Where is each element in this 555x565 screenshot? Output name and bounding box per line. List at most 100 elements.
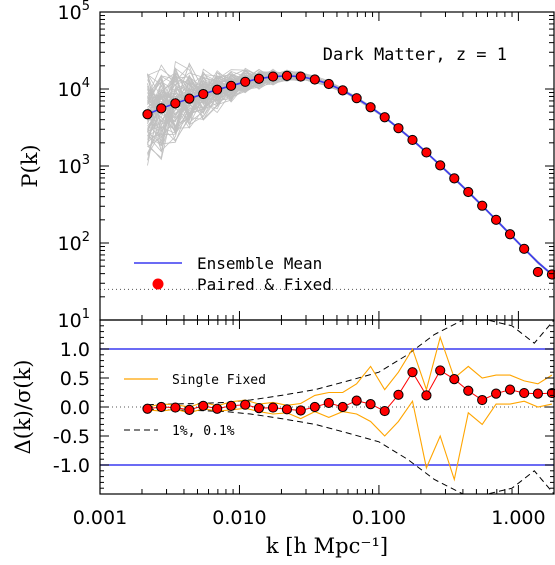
paired-fixed-point [365,102,376,113]
paired-fixed-point [435,365,446,376]
y-tick-label: 105 [58,0,90,24]
x-tick-label: 0.010 [212,507,266,529]
paired-fixed-point [184,404,195,415]
top-legend: Ensemble Mean Paired & Fixed [134,254,332,294]
paired-fixed-point [142,403,153,414]
paired-fixed-point [281,404,293,415]
paired-fixed-point [267,402,279,413]
x-tick-label: 1.000 [491,507,545,529]
paired-fixed-point [532,266,544,278]
top-ticks [99,12,554,494]
bottom-frame [99,319,555,495]
legend-mean-label: Ensemble Mean [197,254,322,273]
y-tick-label: 104 [58,76,90,101]
ensemble-realization [147,75,553,275]
top-y-tick-labels: 101 102 103 104 105 [58,0,90,332]
ensemble-realization [147,73,553,276]
paired-fixed-points [142,365,555,417]
paired-fixed-point [504,229,516,240]
paired-fixed-point [198,400,209,411]
y-tick-label: 102 [58,230,90,255]
paired-fixed-point [142,109,153,120]
paired-fixed-point [379,112,390,123]
paired-fixed-point [226,80,237,91]
paired-fixed-point [309,401,320,413]
paired-fixed-point [407,367,418,378]
paired-fixed-point [532,388,544,399]
paired-fixed-point [170,402,181,413]
bottom-panel: 1.0 0.5 0.0 -0.5 -1.0 0.001 0.010 0.100 1.000 Δ… [11,319,555,558]
bottom-legend: Single Fixed 1%, 0.1% [124,373,266,439]
sigma-band-lines [100,348,554,466]
paired-fixed-point [240,76,251,87]
top-annotation: Dark Matter, z = 1 [323,45,507,65]
paired-fixed-point [421,147,432,158]
paired-fixed-point [281,70,293,81]
x-tick-label: 0.100 [352,507,406,529]
paired-fixed-point [337,401,348,413]
paired-fixed-point [156,401,167,413]
paired-fixed-point [463,186,474,198]
paired-fixed-point [393,389,404,400]
paired-fixed-point [379,405,390,417]
paired-fixed-point [226,400,237,411]
paired-fixed-points [142,70,555,280]
paired-fixed-point [546,269,555,280]
paired-fixed-point [519,243,530,254]
paired-fixed-point [351,395,362,406]
legend-single-label: Single Fixed [172,373,266,388]
paired-fixed-point [393,123,404,134]
ensemble-realization [147,74,553,275]
y-tick-label: 103 [58,153,90,178]
y-tick-label: 0.0 [60,397,90,419]
ensemble-realization [147,75,553,275]
paired-fixed-point [463,385,474,396]
paired-fixed-point [156,103,167,114]
paired-fixed-point [253,73,265,84]
y-tick-label: -0.5 [53,426,90,448]
paired-fixed-point [407,134,418,146]
x-axis-title: k [h Mpc⁻¹] [266,534,388,558]
paired-fixed-point [323,397,334,409]
single-fixed-lower [147,399,553,482]
paired-fixed-point [490,388,502,399]
paired-fixed-point [240,399,251,410]
ensemble-mean-line [147,75,553,276]
paired-fixed-point [504,384,516,395]
paired-fixed-point [323,78,334,90]
paired-fixed-point [351,93,362,104]
paired-fixed-point [309,74,320,85]
legend-paired-swatch [152,278,164,290]
paired-fixed-point [267,71,279,82]
top-y-axis-title: P(k) [18,144,42,187]
paired-fixed-point [449,173,460,184]
paired-fixed-point [295,405,306,416]
paired-fixed-point [477,200,488,211]
bottom-x-tick-labels: 0.001 0.010 0.100 1.000 [73,507,546,529]
paired-fixed-point [337,85,348,96]
paired-fixed-point [295,71,306,82]
paired-fixed-point [421,390,432,401]
y-tick-label: 101 [58,307,90,332]
single-fixed-curves [147,335,553,482]
bottom-y-axis-title: Δ(k)/σ(k) [11,360,35,455]
paired-fixed-point [490,214,502,225]
percent-dashed-curves [147,320,554,494]
dashed-lower [147,408,554,494]
x-tick-label: 0.001 [73,507,127,529]
legend-dashed-label: 1%, 0.1% [172,424,235,439]
paired-fixed-point [253,403,265,414]
legend-paired-label: Paired & Fixed [197,275,332,294]
ensemble-realization [147,78,553,275]
bottom-y-tick-labels: 1.0 0.5 0.0 -0.5 -1.0 [53,339,90,477]
paired-fixed-point [365,399,376,410]
paired-fixed-point [477,394,488,406]
dashed-upper [147,320,554,406]
paired-fixed-point [170,98,181,109]
paired-fixed-point [212,84,223,95]
paired-fixed-point [435,160,446,171]
y-tick-label: 0.5 [60,368,90,390]
paired-fixed-point [449,374,460,385]
